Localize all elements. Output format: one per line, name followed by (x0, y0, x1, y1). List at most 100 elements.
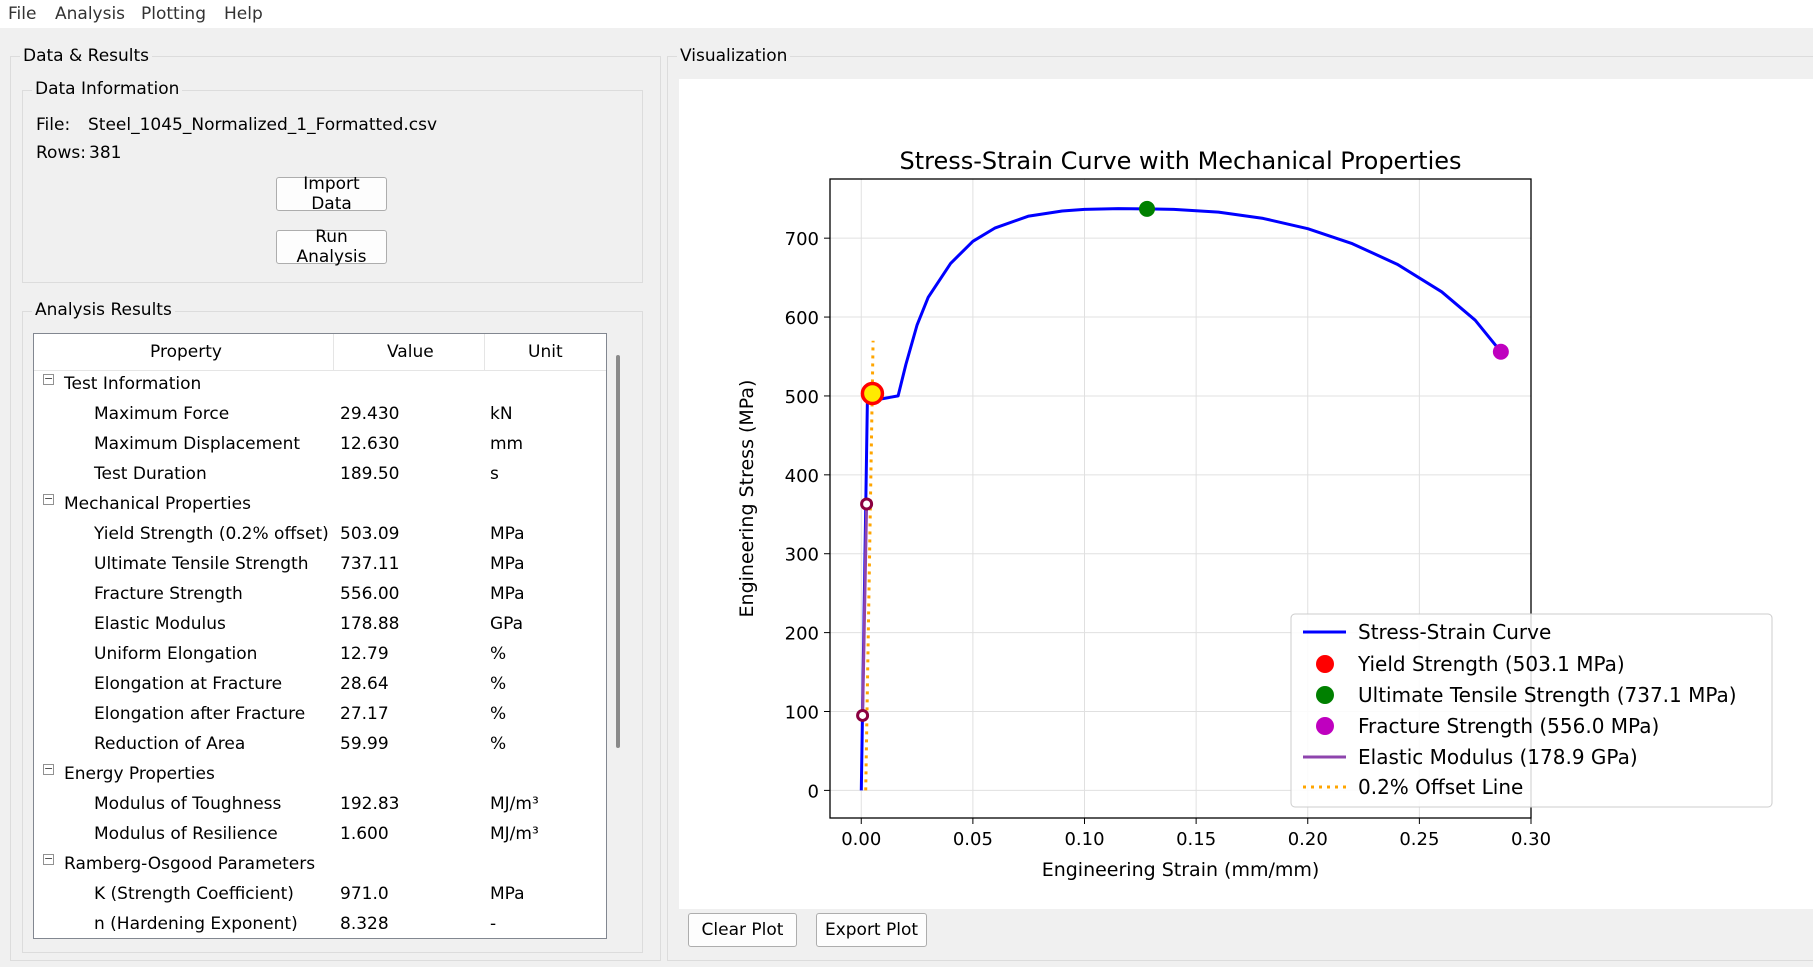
tree-group-row[interactable]: − Ramberg-Osgood Parameters (34, 850, 606, 880)
export-plot-button[interactable]: Export Plot (816, 913, 927, 947)
elastic-fit-point (860, 497, 874, 511)
legend-fracture-swatch (1316, 717, 1334, 735)
y-tick-label: 600 (785, 308, 819, 329)
tree-row[interactable]: Maximum Displacement 12.630 mm (34, 430, 606, 460)
property-name: Maximum Displacement (94, 434, 301, 454)
collapse-icon[interactable]: − (43, 762, 54, 775)
y-axis-label: Engineering Stress (MPa) (736, 380, 758, 618)
legend-label: Ultimate Tensile Strength (737.1 MPa) (1358, 683, 1737, 707)
tree-group-row[interactable]: − Energy Properties (34, 760, 606, 790)
tree-row[interactable]: Maximum Force 29.430 kN (34, 400, 606, 430)
menu-plotting[interactable]: Plotting (141, 4, 206, 24)
legend-label: Stress-Strain Curve (1358, 620, 1551, 644)
data-information-group (22, 90, 643, 283)
x-tick-label: 0.30 (1511, 829, 1551, 850)
legend-box (1290, 613, 1773, 808)
column-header-unit[interactable]: Unit (528, 342, 563, 362)
property-unit: MPa (490, 554, 525, 574)
property-value: 12.79 (340, 644, 389, 664)
file-name: Steel_1045_Normalized_1_Formatted.csv (88, 115, 438, 135)
rows-value: 381 (89, 143, 122, 163)
tree-row[interactable]: K (Strength Coefficient) 971.0 MPa (34, 880, 606, 910)
property-value: 189.50 (340, 464, 400, 484)
clear-plot-button[interactable]: Clear Plot (688, 913, 797, 947)
column-header-property[interactable]: Property (150, 342, 222, 362)
tree-row[interactable]: Yield Strength (0.2% offset) 503.09 MPa (34, 520, 606, 550)
property-name: Reduction of Area (94, 734, 246, 754)
results-scrollbar[interactable] (616, 355, 620, 748)
collapse-icon[interactable]: − (43, 372, 54, 385)
menu-analysis[interactable]: Analysis (55, 4, 126, 24)
menu-file[interactable]: File (8, 4, 37, 24)
x-tick-label: 0.05 (953, 829, 993, 850)
tree-group-row[interactable]: − Test Information (34, 370, 606, 400)
property-name: K (Strength Coefficient) (94, 884, 294, 904)
y-tick-label: 700 (785, 229, 819, 250)
tree-row[interactable]: Reduction of Area 59.99% (34, 730, 606, 760)
property-name: Elastic Modulus (94, 614, 226, 634)
property-unit: MJ/m³ (490, 824, 539, 844)
elastic-fit-point (856, 708, 870, 722)
tree-row[interactable]: Elongation at Fracture 28.64% (34, 670, 606, 700)
collapse-icon[interactable]: − (43, 492, 54, 505)
column-header-value[interactable]: Value (387, 342, 434, 362)
tree-row[interactable]: Modulus of Resilience 1.600 MJ/m³ (34, 820, 606, 850)
property-value: 971.0 (340, 884, 389, 904)
y-tick-label: 200 (785, 624, 819, 645)
plot-canvas[interactable]: 0.00 0.05 0.10 0.15 0.20 0.25 0.30 0 100 200 300 40… (679, 79, 1813, 909)
property-name: Yield Strength (0.2% offset) (94, 524, 329, 544)
property-value: 192.83 (340, 794, 400, 814)
legend-uts-swatch (1316, 686, 1334, 704)
menu-help[interactable]: Help (224, 4, 263, 24)
visualization-title: Visualization (677, 46, 791, 66)
tree-group-row[interactable]: − Mechanical Properties (34, 490, 606, 520)
data-results-title: Data & Results (20, 46, 153, 66)
x-tick-label: 0.25 (1399, 829, 1439, 850)
property-value: 556.00 (340, 584, 400, 604)
tree-row[interactable]: Modulus of Toughness 192.83 MJ/m³ (34, 790, 606, 820)
y-tick-label: 100 (785, 703, 819, 724)
x-tick-label: 0.15 (1176, 829, 1216, 850)
x-axis-label: Engineering Strain (mm/mm) (1042, 859, 1320, 881)
property-value: 178.88 (340, 614, 400, 634)
x-tick-label: 0.20 (1288, 829, 1328, 850)
legend-label: Fracture Strength (556.0 MPa) (1358, 714, 1659, 738)
tree-row[interactable]: Uniform Elongation 12.79% (34, 640, 606, 670)
elastic-modulus-line (861, 503, 869, 716)
analysis-results-title: Analysis Results (32, 300, 175, 320)
property-value: 29.430 (340, 404, 400, 424)
tree-row[interactable]: n (Hardening Exponent) 8.328 - (34, 910, 606, 938)
property-value: 12.630 (340, 434, 400, 454)
property-unit: % (490, 704, 507, 724)
tree-row[interactable]: Elongation after Fracture 27.17% (34, 700, 606, 730)
run-analysis-button[interactable]: Run Analysis (276, 227, 387, 267)
property-name: Test Duration (94, 464, 207, 484)
tree-row[interactable]: Fracture Strength 556.00 MPa (34, 580, 606, 610)
y-tick-label: 500 (785, 387, 819, 408)
axes-frame (829, 178, 1532, 819)
property-name: Maximum Force (94, 404, 230, 424)
property-value: 1.600 (340, 824, 389, 844)
legend-label: Yield Strength (503.1 MPa) (1357, 652, 1625, 676)
property-name: Elongation after Fracture (94, 704, 306, 724)
property-value: 8.328 (340, 914, 389, 934)
tree-row[interactable]: Ultimate Tensile Strength 737.11 MPa (34, 550, 606, 580)
x-tick-label: 0.10 (1064, 829, 1104, 850)
yield-point-marker (860, 381, 885, 406)
tree-row[interactable]: Test Duration 189.50 s (34, 460, 606, 490)
chart-title: Stress-Strain Curve with Mechanical Prop… (899, 147, 1461, 175)
data-results-panel (10, 56, 661, 961)
group-label: Mechanical Properties (64, 494, 251, 514)
collapse-icon[interactable]: − (43, 852, 54, 865)
tree-row[interactable]: Elastic Modulus 178.88 GPa (34, 610, 606, 640)
property-value: 737.11 (340, 554, 400, 574)
property-value: 27.17 (340, 704, 389, 724)
y-tick-label: 300 (785, 545, 819, 566)
import-data-button[interactable]: Import Data (276, 174, 387, 214)
property-value: 59.99 (340, 734, 389, 754)
property-name: Elongation at Fracture (94, 674, 283, 694)
analysis-results-group (22, 311, 643, 953)
results-tree[interactable]: Property Value Unit − Test Information Max… (33, 333, 607, 939)
results-tree-header: Property Value Unit (34, 334, 606, 371)
property-unit: MPa (490, 584, 525, 604)
